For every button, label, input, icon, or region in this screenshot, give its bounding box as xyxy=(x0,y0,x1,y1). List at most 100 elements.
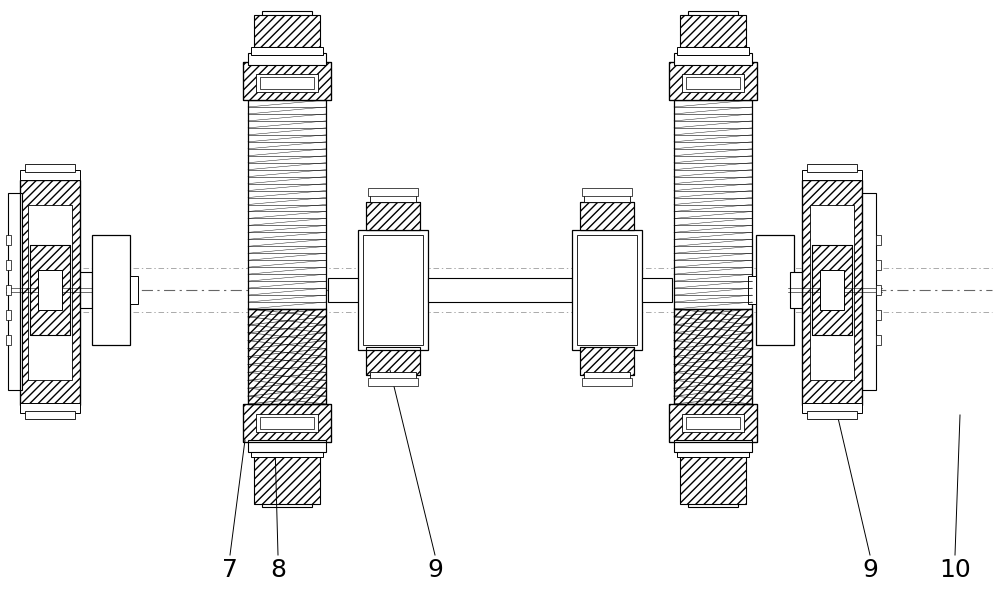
Bar xyxy=(20,403,80,413)
Bar xyxy=(243,62,331,100)
Bar xyxy=(366,202,420,230)
Bar xyxy=(251,47,323,55)
Bar xyxy=(25,411,75,419)
Bar xyxy=(572,230,642,350)
Bar xyxy=(802,180,862,405)
Bar xyxy=(25,164,75,172)
Bar xyxy=(584,372,630,380)
Bar xyxy=(248,309,326,404)
Bar xyxy=(428,278,572,302)
Bar xyxy=(366,202,420,230)
Bar xyxy=(680,15,746,47)
Bar xyxy=(580,202,634,230)
Text: 8: 8 xyxy=(270,558,286,582)
Bar xyxy=(20,170,80,180)
Bar xyxy=(674,53,752,65)
Bar xyxy=(669,62,757,100)
Text: 10: 10 xyxy=(939,558,971,582)
Bar xyxy=(682,74,744,92)
Bar xyxy=(790,272,802,308)
Bar xyxy=(6,235,11,245)
Bar xyxy=(30,245,70,335)
Bar xyxy=(262,11,312,49)
Bar xyxy=(254,15,320,47)
Bar xyxy=(580,347,634,375)
Bar xyxy=(363,235,423,345)
Bar xyxy=(674,309,752,404)
Text: 7: 7 xyxy=(222,558,238,582)
Bar xyxy=(688,447,738,507)
Bar xyxy=(674,440,752,452)
Bar xyxy=(8,193,22,390)
Bar xyxy=(582,188,632,196)
Bar xyxy=(368,378,418,386)
Bar xyxy=(28,205,72,380)
Bar xyxy=(368,188,418,196)
Bar xyxy=(260,77,314,89)
Bar xyxy=(810,205,854,380)
Bar xyxy=(328,278,390,302)
Bar xyxy=(248,309,326,404)
Bar xyxy=(876,335,881,345)
Bar xyxy=(6,310,11,320)
Bar xyxy=(256,414,318,432)
Bar xyxy=(807,411,857,419)
Bar xyxy=(876,260,881,270)
Bar xyxy=(802,403,862,413)
Bar xyxy=(669,404,757,442)
Bar xyxy=(262,447,312,507)
Bar xyxy=(366,347,420,375)
Bar xyxy=(876,235,881,245)
Bar xyxy=(682,414,744,432)
Text: 9: 9 xyxy=(862,558,878,582)
Bar xyxy=(802,180,862,405)
Bar xyxy=(248,100,326,309)
Text: 9: 9 xyxy=(427,558,443,582)
Bar xyxy=(674,100,752,309)
Bar xyxy=(680,454,746,504)
Bar xyxy=(580,347,634,375)
Bar xyxy=(862,193,876,390)
Bar xyxy=(20,180,80,405)
Bar xyxy=(358,230,428,350)
Bar xyxy=(812,245,852,335)
Bar xyxy=(20,180,80,405)
Bar xyxy=(6,285,11,295)
Bar xyxy=(248,53,326,65)
Bar xyxy=(254,454,320,504)
Bar xyxy=(370,194,416,202)
Bar xyxy=(677,447,749,457)
Bar xyxy=(677,47,749,55)
Bar xyxy=(370,372,416,380)
Bar xyxy=(876,285,881,295)
Bar xyxy=(243,404,331,442)
Bar xyxy=(130,276,138,304)
Bar xyxy=(802,170,862,180)
Bar xyxy=(642,278,672,302)
Bar xyxy=(243,404,331,442)
Bar xyxy=(820,270,844,310)
Bar xyxy=(248,440,326,452)
Bar xyxy=(748,276,756,304)
Bar xyxy=(876,310,881,320)
Bar xyxy=(38,270,62,310)
Bar xyxy=(686,417,740,429)
Bar xyxy=(686,77,740,89)
Bar xyxy=(30,245,70,335)
Bar xyxy=(260,417,314,429)
Bar xyxy=(6,260,11,270)
Bar xyxy=(366,347,420,375)
Bar xyxy=(256,74,318,92)
Bar xyxy=(756,235,794,345)
Bar xyxy=(582,378,632,386)
Bar xyxy=(807,164,857,172)
Bar xyxy=(669,62,757,100)
Bar xyxy=(584,194,630,202)
Bar xyxy=(6,335,11,345)
Bar xyxy=(92,235,130,345)
Bar xyxy=(80,272,92,308)
Bar xyxy=(688,11,738,49)
Bar xyxy=(669,404,757,442)
Bar xyxy=(580,202,634,230)
Bar xyxy=(577,235,637,345)
